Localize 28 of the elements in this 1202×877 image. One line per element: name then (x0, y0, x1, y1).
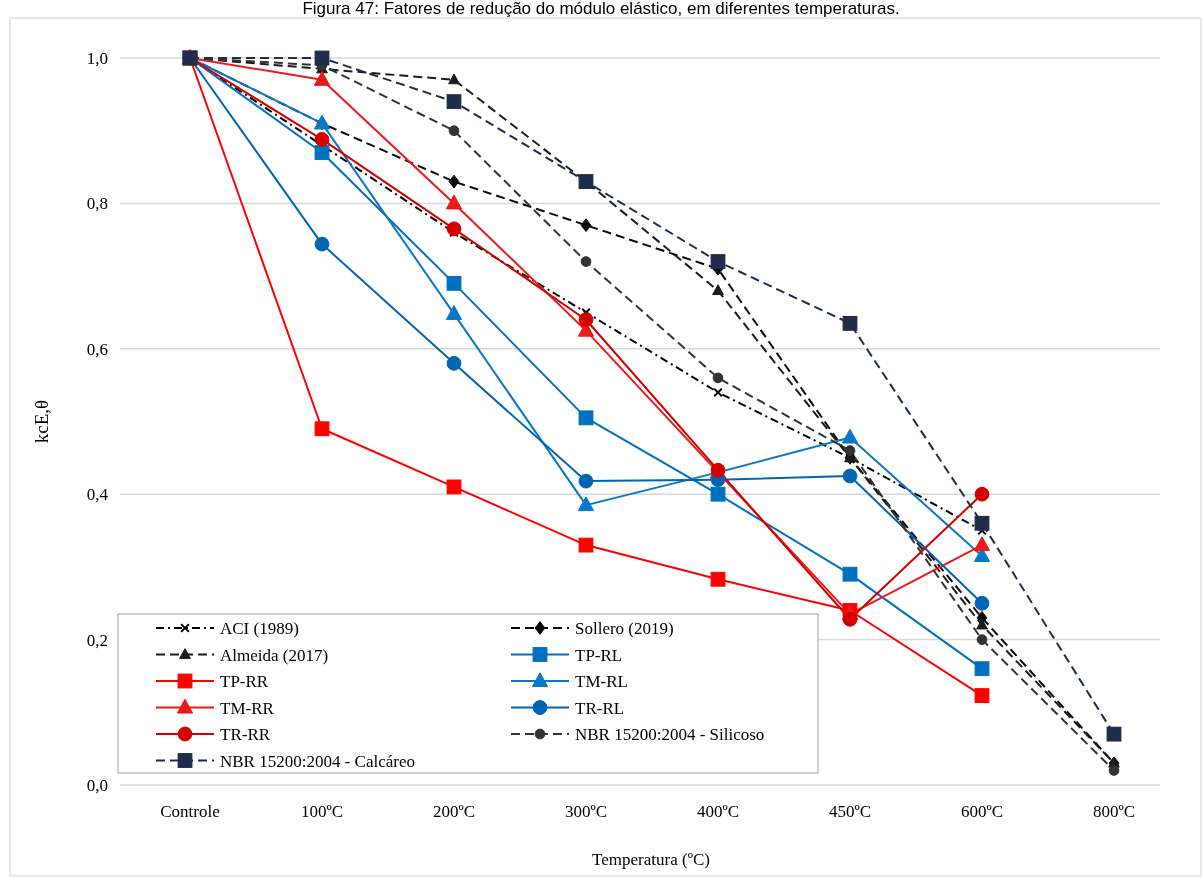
legend-label: ACI (1989) (220, 619, 299, 638)
legend-label: TM-RL (575, 672, 628, 691)
x-tick-label: Controle (160, 802, 220, 821)
y-tick-label: 0,2 (86, 630, 108, 650)
x-tick-label: 600ºC (960, 802, 1004, 821)
legend-label: TR-RR (220, 725, 271, 744)
y-axis-title: kcE,θ (31, 399, 52, 444)
legend-label: NBR 15200:2004 - Calcáreo (220, 751, 415, 771)
legend-label: TP-RR (220, 672, 269, 691)
legend-label: Almeida (2017) (220, 645, 329, 665)
x-tick-label: 450ºC (828, 802, 872, 821)
y-tick-label: 0,0 (86, 776, 108, 795)
legend-label: TM-RR (220, 698, 275, 718)
legend-label: Sollero (2019) (575, 619, 674, 638)
y-tick-label: 0,4 (86, 485, 109, 505)
chart-title: Figura 47: Fatores de redução do módulo elástico, em diferentes temperaturas. (302, 0, 900, 18)
x-tick-label: 400ºC (696, 802, 740, 821)
y-tick-label: 0,6 (86, 339, 108, 359)
x-tick-label: 800ºC (1092, 802, 1136, 821)
y-tick-label: 1,0 (86, 49, 108, 68)
x-tick-label: 200ºC (432, 802, 476, 821)
legend-label: TR-RL (575, 698, 625, 718)
legend-label: NBR 15200:2004 - Silicoso (575, 725, 765, 744)
x-axis-title: Temperatura (ºC) (592, 850, 710, 869)
x-tick-label: 100ºC (300, 802, 344, 821)
y-tick-label: 0,8 (86, 194, 108, 214)
legend-label: TP-RL (575, 645, 623, 665)
x-tick-label: 300ºC (564, 802, 608, 821)
